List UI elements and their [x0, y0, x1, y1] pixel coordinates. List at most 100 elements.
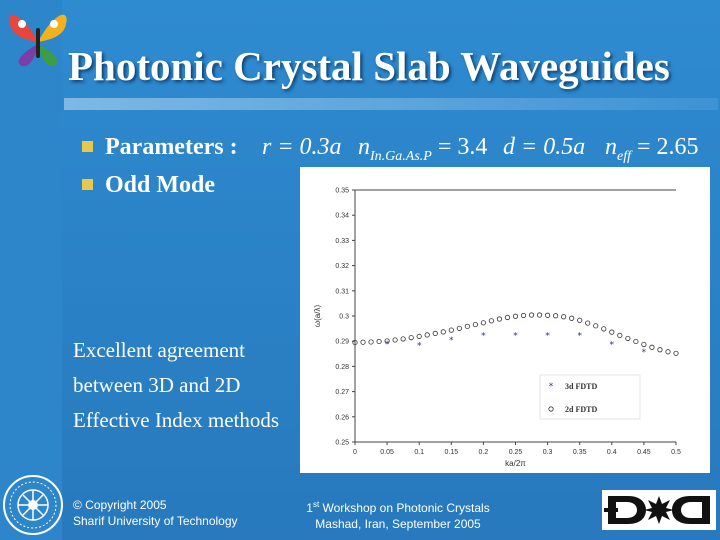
- bullet-parameters-label: Parameters :: [105, 134, 238, 160]
- x-tick-label: 0.4: [607, 449, 617, 456]
- point-3d-fdtd: *: [577, 332, 582, 342]
- footer-copyright-line2: Sharif University of Technology: [73, 514, 238, 528]
- point-2d-fdtd: [464, 323, 470, 329]
- point-2d-fdtd: [400, 336, 406, 342]
- y-tick-label: 0.26: [335, 414, 349, 421]
- point-2d-fdtd: [472, 321, 478, 328]
- footer-workshop: 1st Workshop on Photonic Crystals Mashad…: [298, 497, 498, 532]
- legend-box: [539, 374, 641, 420]
- y-axis-label: ω(a/λ): [313, 305, 322, 328]
- y-tick-label: 0.35: [335, 188, 349, 195]
- footer-copyright: © Copyright 2005 Sharif University of Te…: [73, 497, 238, 529]
- point-2d-fdtd: [528, 312, 535, 318]
- point-3d-fdtd: *: [481, 331, 486, 341]
- x-tick-label: 0.05: [380, 449, 394, 456]
- point-2d-fdtd: [392, 337, 398, 343]
- point-2d-fdtd: [368, 339, 374, 345]
- x-tick-label: 0.3: [543, 449, 553, 456]
- bullet-odd-mode-label: Odd Mode: [105, 172, 216, 198]
- point-2d-fdtd: [384, 338, 390, 344]
- point-2d-fdtd: [408, 335, 414, 341]
- point-2d-fdtd: [512, 313, 519, 319]
- point-3d-fdtd: *: [385, 340, 390, 350]
- point-2d-fdtd: [617, 332, 623, 339]
- x-tick-label: 0.5: [671, 449, 681, 456]
- bullet-odd-mode: Odd Mode: [82, 172, 215, 199]
- formula-index-value: = 3.4: [431, 134, 488, 160]
- y-tick-label: 0.33: [335, 238, 349, 245]
- legend-2d-fdtd-label: 2d FDTD: [565, 405, 597, 414]
- title-rule: [64, 98, 718, 110]
- point-2d-fdtd: [504, 314, 511, 321]
- point-2d-fdtd: [416, 333, 422, 340]
- formula-neff-value: = 2.65: [631, 134, 699, 160]
- footer-workshop-ordinal: 1: [306, 501, 313, 515]
- y-tick-label: 0.3: [339, 314, 349, 321]
- agreement-note: Excellent agreement between 3D and 2D Ef…: [73, 338, 280, 432]
- dispersion-chart-svg: 0 0.05 0.1 0.15 0.2 0.25 0.3 0.35 0.4 0.45 0.5 0.25…: [313, 188, 681, 469]
- point-3d-fdtd: *: [610, 341, 615, 351]
- x-tick-label: 0.2: [479, 449, 489, 456]
- footer-workshop-line1: 1st Workshop on Photonic Crystals: [298, 497, 498, 516]
- point-2d-fdtd: [633, 338, 639, 345]
- y-tick-label: 0.34: [335, 213, 349, 220]
- bullet-parameters: Parameters :: [82, 134, 238, 161]
- footer-workshop-ordinal-suffix: st: [312, 500, 320, 509]
- dispersion-chart: 0 0.05 0.1 0.15 0.2 0.25 0.3 0.35 0.4 0.45 0.5 0.25…: [300, 167, 710, 473]
- footer-workshop-name: Workshop on Photonic Crystals: [319, 501, 490, 515]
- x-tick-label: 0.1: [414, 449, 424, 456]
- y-tick-label: 0.28: [335, 364, 349, 371]
- point-2d-fdtd: [649, 344, 655, 350]
- formula-index-symbol: n: [358, 134, 370, 160]
- butterfly-logo-icon: [9, 14, 67, 67]
- x-tick-label: 0.15: [444, 449, 458, 456]
- y-tick-label: 0.32: [335, 263, 349, 270]
- point-2d-fdtd: [569, 315, 575, 321]
- y-tick-label: 0.31: [335, 288, 349, 295]
- point-2d-fdtd: [480, 320, 486, 326]
- point-2d-fdtd: [553, 313, 559, 319]
- left-band: [0, 0, 62, 540]
- point-2d-fdtd: [585, 320, 591, 326]
- point-2d-fdtd: [601, 326, 607, 332]
- legend-3d-fdtd-marker: *: [549, 382, 554, 392]
- university-seal-icon: [3, 475, 63, 535]
- footer-copyright-line1: © Copyright 2005: [73, 498, 167, 512]
- point-2d-fdtd: [352, 339, 358, 346]
- formula-neff-subscript: eff: [617, 148, 631, 164]
- point-2d-fdtd: [496, 316, 503, 322]
- point-2d-fdtd: [360, 339, 366, 345]
- formula-effective-index: neff = 2.65: [605, 134, 699, 165]
- bullet-marker: [82, 140, 93, 152]
- bullet-marker: [82, 178, 93, 190]
- point-2d-fdtd: [609, 329, 615, 335]
- x-tick-label: 0.35: [573, 449, 587, 456]
- point-2d-fdtd: [456, 325, 462, 331]
- legend-2d-fdtd-marker: [548, 406, 554, 412]
- point-3d-fdtd: *: [449, 336, 454, 346]
- point-2d-fdtd: [488, 318, 495, 324]
- y-tick-label: 0.29: [335, 339, 349, 346]
- x-tick-label: 0.45: [637, 449, 651, 456]
- formula-index: nIn.Ga.As.P = 3.4: [358, 134, 487, 165]
- point-3d-fdtd: *: [545, 332, 550, 342]
- point-3d-fdtd: *: [642, 348, 647, 358]
- formula-index-subscript: In.Ga.As.P: [370, 148, 432, 164]
- point-2d-fdtd: [673, 350, 679, 356]
- dic-logo-icon: [602, 490, 716, 530]
- point-2d-fdtd: [536, 312, 543, 318]
- point-2d-fdtd: [424, 332, 430, 338]
- footer-workshop-line2: Mashad, Iran, September 2005: [315, 517, 481, 531]
- x-axis-label: ka/2π: [505, 459, 526, 468]
- point-2d-fdtd: [448, 327, 454, 333]
- point-3d-fdtd: *: [417, 342, 422, 352]
- point-2d-fdtd: [657, 347, 663, 353]
- point-2d-fdtd: [625, 335, 631, 342]
- point-3d-fdtd: *: [513, 332, 518, 342]
- point-2d-fdtd: [432, 330, 438, 336]
- point-2d-fdtd: [665, 349, 671, 355]
- point-2d-fdtd: [376, 338, 382, 345]
- y-tick-label: 0.27: [335, 389, 349, 396]
- point-2d-fdtd: [593, 323, 599, 329]
- slide-title: Photonic Crystal Slab Waveguides: [68, 43, 670, 89]
